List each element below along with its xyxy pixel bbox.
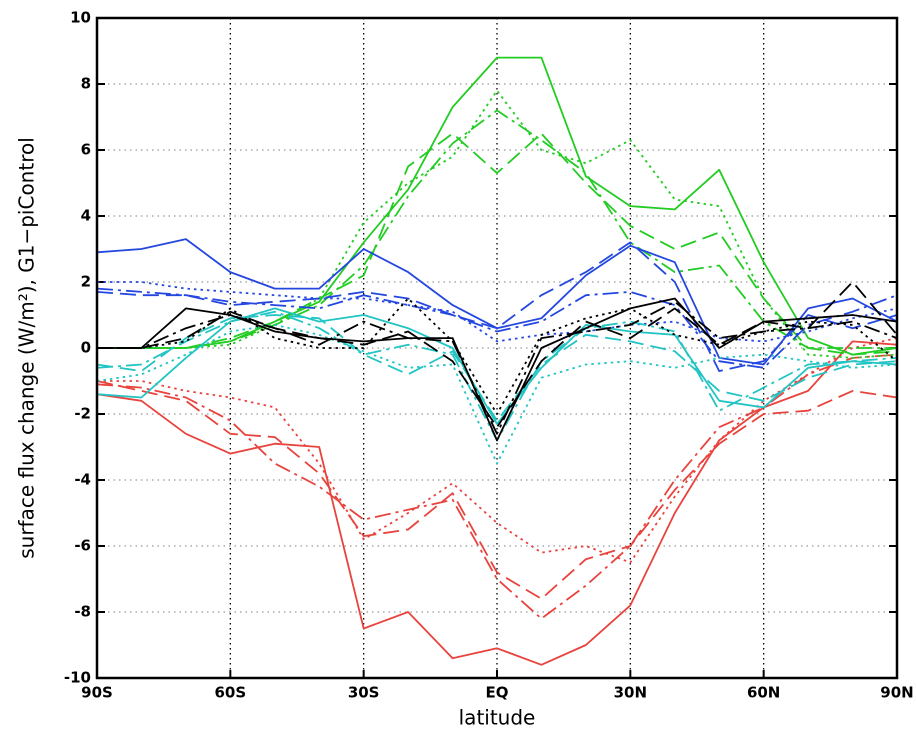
x-tick-label: 30S bbox=[348, 684, 380, 702]
x-tick-label: EQ bbox=[486, 684, 509, 702]
y-tick-label: -10 bbox=[64, 669, 91, 687]
data-line bbox=[96, 241, 898, 372]
data-line bbox=[97, 297, 898, 415]
data-line bbox=[96, 314, 898, 422]
y-tick-label: 2 bbox=[81, 273, 91, 291]
y-tick-label: 4 bbox=[81, 207, 91, 225]
y-tick-label: -8 bbox=[74, 603, 91, 621]
data-line bbox=[97, 281, 898, 343]
y-tick-label: 10 bbox=[70, 9, 91, 27]
data-line bbox=[96, 287, 898, 369]
plot-frame bbox=[95, 16, 899, 680]
data-line bbox=[96, 307, 898, 425]
y-tick-label: -6 bbox=[74, 537, 91, 555]
data-line bbox=[97, 109, 897, 349]
data-line bbox=[97, 281, 898, 429]
x-tick-label: 90S bbox=[81, 684, 113, 702]
x-tick-label: 60S bbox=[214, 684, 246, 702]
y-tick-label: -4 bbox=[74, 471, 91, 489]
y-tick-label: 0 bbox=[81, 339, 91, 357]
x-tick-label: 60N bbox=[747, 684, 780, 702]
data-line bbox=[96, 238, 898, 366]
data-line bbox=[96, 380, 898, 600]
data-line bbox=[97, 300, 898, 435]
data-line bbox=[97, 89, 898, 359]
x-axis-label: latitude bbox=[459, 706, 536, 730]
y-tick-label: -2 bbox=[74, 405, 91, 423]
data-line bbox=[96, 324, 898, 465]
x-tick-label: 30N bbox=[614, 684, 647, 702]
y-tick-label: 8 bbox=[81, 75, 91, 93]
data-line bbox=[97, 56, 898, 356]
y-axis-label: surface flux change (W/m²), G1−piControl bbox=[15, 137, 39, 559]
y-tick-label: 6 bbox=[81, 141, 91, 159]
x-tick-label: 90N bbox=[880, 684, 913, 702]
